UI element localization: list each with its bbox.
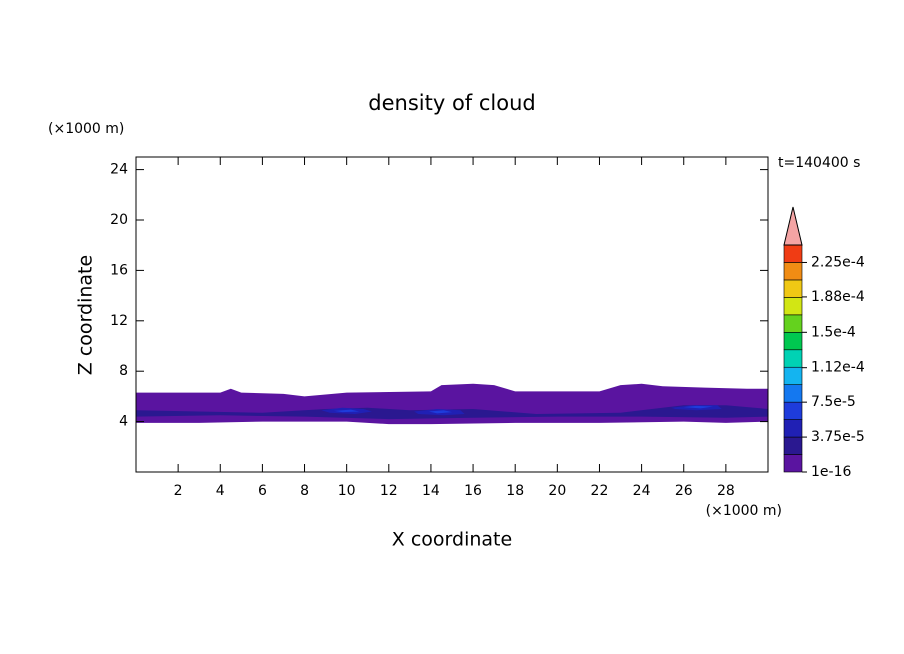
x-tick-label: 16 [464,483,482,499]
y-unit: (×1000 m) [48,121,124,137]
contour-fill [428,410,452,414]
x-tick-label: 26 [675,483,693,499]
colorbar-box [783,297,803,316]
x-tick-label: 12 [380,483,398,499]
x-tick-label: 4 [216,483,225,499]
colorbar-tick-label: 2.25e-4 [811,254,865,270]
x-tick-label: 10 [338,483,356,499]
colorbar-box [783,244,803,263]
colorbar-tick-label: 1.5e-4 [811,324,856,340]
colorbar-box [783,332,803,351]
x-tick-label: 28 [717,483,735,499]
colorbar-box [783,279,803,298]
colorbar-box [783,436,803,455]
x-tick-label: 20 [548,483,566,499]
x-tick-label: 6 [258,483,267,499]
colorbar-box [783,314,803,333]
plot-frame [135,156,769,473]
time-label: t=140400 s [778,155,860,171]
x-tick-label: 18 [506,483,524,499]
colorbar-tick-label: 1.12e-4 [811,360,865,376]
contour-fill [334,409,360,413]
colorbar-box [783,366,803,385]
y-tick-label: 4 [119,414,128,430]
x-unit: (×1000 m) [706,503,782,519]
x-tick-label: 24 [633,483,651,499]
colorbar-box [783,454,803,473]
colorbar-box [783,384,803,403]
colorbar-extension [783,206,803,246]
y-tick-label: 20 [110,212,128,228]
x-axis-label: X coordinate [392,529,512,551]
colorbar-tick-label: 7.5e-5 [811,394,856,410]
y-axis-label: Z coordinate [75,255,97,375]
colorbar-box [783,419,803,438]
colorbar-tick-label: 1.88e-4 [811,289,865,305]
x-tick-label: 22 [591,483,609,499]
y-tick-label: 8 [119,363,128,379]
x-tick-label: 14 [422,483,440,499]
y-tick-label: 24 [110,162,128,178]
colorbar-box [783,349,803,368]
chart-title: density of cloud [368,91,535,115]
x-tick-label: 2 [174,483,183,499]
y-tick-label: 12 [110,313,128,329]
y-tick-label: 16 [110,262,128,278]
contour-fill [683,405,714,409]
colorbar-tick-label: 3.75e-5 [811,429,865,445]
x-tick-label: 8 [300,483,309,499]
colorbar-box [783,401,803,420]
colorbar-box [783,262,803,281]
colorbar-tick-label: 1e-16 [811,464,851,480]
